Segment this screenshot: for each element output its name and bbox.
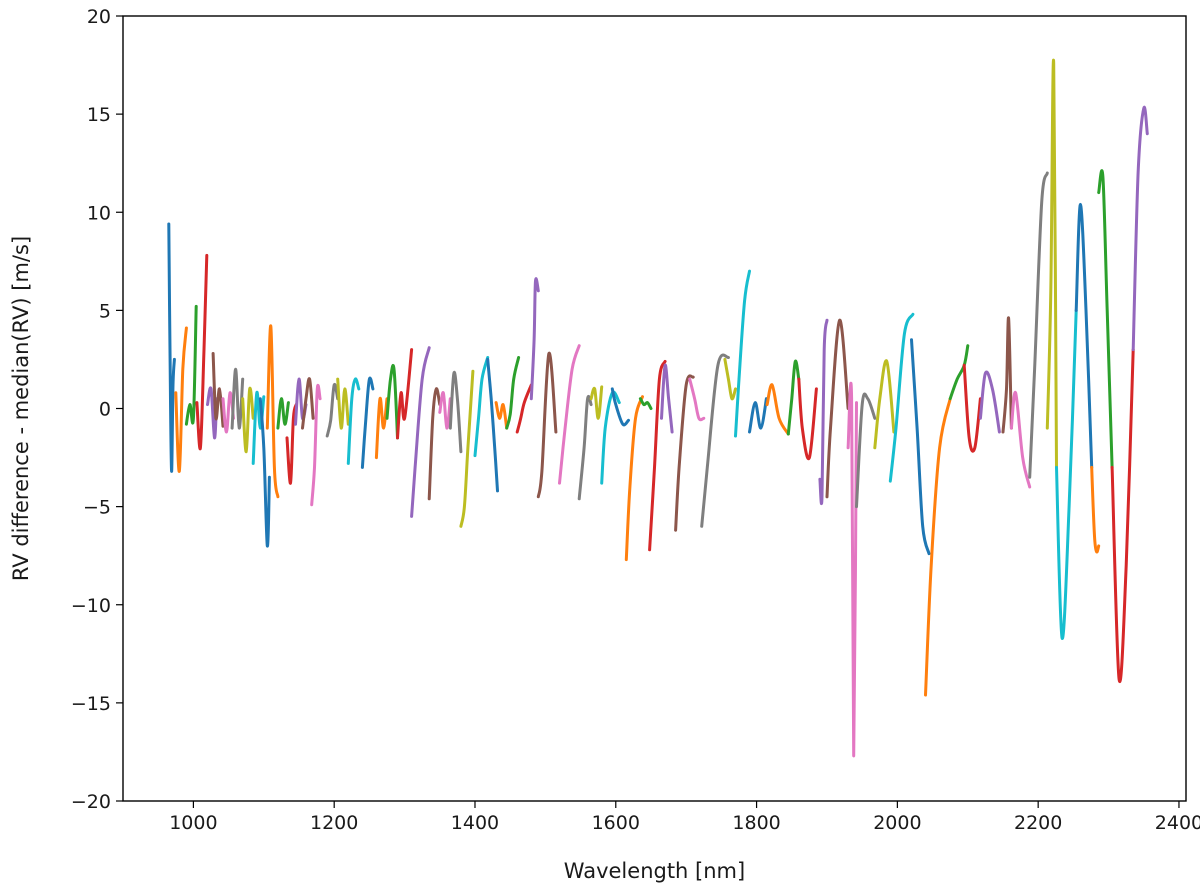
series-line	[167, 222, 176, 473]
series-lines	[167, 58, 1149, 758]
series-line	[765, 383, 790, 436]
series-line	[374, 397, 389, 460]
series-line	[1074, 202, 1094, 469]
series-line	[486, 357, 499, 493]
x-tick-label: 1400	[451, 812, 499, 834]
series-line	[688, 377, 706, 422]
series-line	[873, 359, 896, 450]
series-line	[700, 353, 730, 528]
series-line	[529, 277, 540, 401]
series-line	[1001, 316, 1013, 434]
series-line	[674, 374, 695, 532]
series-line	[589, 385, 604, 420]
series-line	[473, 356, 490, 458]
y-tick-label: 10	[87, 202, 111, 224]
x-axis: 1000 1200 1400 1600 1800 2000 2200 2400	[169, 801, 1200, 834]
series-line	[310, 383, 322, 507]
series-line	[410, 346, 431, 518]
series-line	[962, 363, 982, 453]
y-tick-label: 5	[99, 300, 111, 322]
x-tick-label: 1000	[169, 812, 217, 834]
series-line	[610, 387, 630, 427]
series-line	[910, 338, 931, 556]
series-line	[448, 370, 463, 454]
y-tick-label: −10	[71, 595, 111, 617]
y-tick-label: −5	[83, 497, 111, 519]
series-line	[1009, 391, 1032, 489]
series-line	[648, 359, 667, 552]
y-tick-label: 0	[99, 399, 111, 421]
series-line	[195, 253, 209, 451]
series-line	[978, 370, 1001, 434]
series-line	[515, 383, 533, 434]
series-line	[888, 312, 915, 483]
series-line	[301, 377, 315, 430]
series-line	[600, 390, 621, 485]
series-line	[336, 377, 350, 430]
series-line	[459, 369, 475, 528]
series-line	[427, 387, 442, 501]
series-line	[360, 376, 375, 469]
series-line	[558, 344, 581, 485]
series-line	[638, 397, 653, 410]
series-line	[438, 391, 452, 430]
y-axis: −20 −15 −10 −5 0 5 10 15 20	[71, 6, 123, 813]
x-tick-label: 1600	[592, 812, 640, 834]
series-line	[1028, 171, 1049, 479]
series-line	[624, 395, 644, 562]
series-line	[258, 397, 271, 548]
x-tick-label: 1800	[732, 812, 780, 834]
series-line	[505, 356, 521, 430]
series-line	[241, 386, 255, 454]
y-tick-label: 15	[87, 104, 111, 126]
series-line	[396, 348, 414, 440]
series-line	[1055, 308, 1078, 640]
series-line	[325, 382, 340, 438]
series-line	[1110, 348, 1135, 684]
series-line	[948, 344, 970, 401]
series-line	[536, 351, 558, 499]
series-line	[276, 397, 290, 430]
series-line	[846, 381, 858, 758]
series-line	[924, 397, 952, 697]
x-tick-label: 2200	[1014, 812, 1062, 834]
series-line	[1131, 105, 1149, 352]
series-line	[734, 269, 751, 438]
y-tick-label: −15	[71, 693, 111, 715]
series-line	[825, 318, 850, 499]
y-axis-label: RV difference - median(RV) [m/s]	[9, 236, 33, 581]
series-line	[494, 401, 509, 430]
x-tick-label: 2400	[1155, 812, 1200, 834]
series-line	[211, 352, 225, 428]
series-line	[1090, 465, 1101, 554]
series-line	[346, 377, 361, 465]
series-line	[265, 324, 280, 499]
series-line	[818, 318, 829, 506]
series-line	[1045, 58, 1058, 469]
series-line	[660, 363, 674, 434]
series-line	[723, 357, 737, 401]
series-line	[385, 363, 399, 440]
series-line	[206, 386, 219, 440]
y-tick-label: 20	[87, 6, 111, 28]
x-tick-label: 2000	[873, 812, 921, 834]
series-line	[285, 403, 298, 485]
y-tick-label: −20	[71, 791, 111, 813]
series-line	[855, 392, 877, 509]
series-line	[1097, 169, 1114, 469]
series-line	[786, 359, 801, 436]
series-line	[748, 397, 768, 434]
series-line	[577, 394, 593, 501]
x-axis-label: Wavelength [nm]	[564, 859, 745, 883]
series-line	[184, 304, 198, 426]
series-line	[230, 367, 245, 430]
x-tick-label: 1200	[310, 812, 358, 834]
series-line	[797, 377, 818, 461]
series-line	[174, 326, 188, 473]
